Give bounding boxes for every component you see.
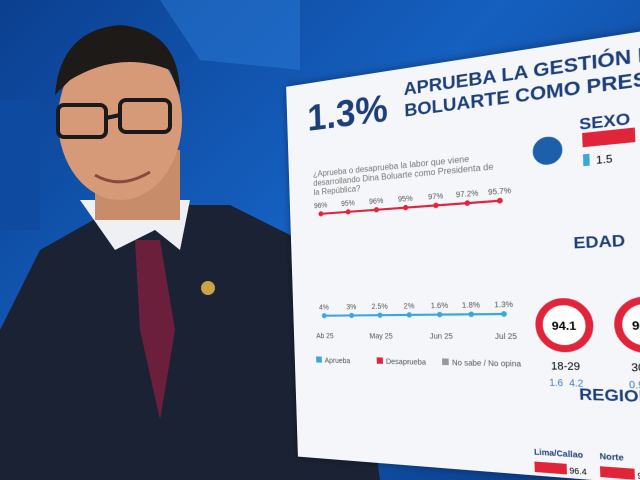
point-label: 97% xyxy=(428,193,444,202)
point xyxy=(377,312,383,318)
point xyxy=(321,313,327,319)
bar xyxy=(582,153,590,167)
bar xyxy=(599,466,635,480)
region-name: Lima/Callao xyxy=(534,449,583,461)
point xyxy=(464,200,471,207)
breakdown: 95.31.5194.118-291.64.296.930-590.92.294… xyxy=(519,127,640,480)
point xyxy=(345,209,351,215)
value: 1.5 xyxy=(596,152,613,166)
point-label: 1.8% xyxy=(462,302,480,310)
point xyxy=(468,311,475,318)
bar xyxy=(534,461,567,475)
point xyxy=(373,206,380,213)
point-label: 3% xyxy=(346,304,356,312)
sub-value: 4.2 xyxy=(569,378,584,389)
point-label: 97.2% xyxy=(456,190,479,200)
point xyxy=(406,312,413,318)
point xyxy=(436,311,443,318)
age-range: 18-29 xyxy=(551,360,581,373)
age-range: 30-59 xyxy=(631,361,640,374)
point-label: 4% xyxy=(319,304,329,312)
point-label: 96% xyxy=(314,202,328,210)
month-label: Jun 25 xyxy=(430,333,454,341)
legend-label: Aprueba xyxy=(325,357,351,365)
sub-value: 1.6 xyxy=(549,377,563,388)
donut-value: 96.9 xyxy=(632,320,640,334)
point xyxy=(349,312,355,319)
month-label: Ab 25 xyxy=(316,333,334,341)
point-label: 96% xyxy=(369,197,383,206)
point xyxy=(402,204,409,211)
headline-percent: 1.3% xyxy=(306,85,389,139)
legend-swatch xyxy=(441,358,449,366)
poll-graphic: 1.3% APRUEBA LA GESTIÓN DE DINA BOLUARTE… xyxy=(286,3,640,480)
bar xyxy=(582,127,636,148)
point-label: 95.7% xyxy=(488,187,512,197)
legend-label: No sabe / No opina xyxy=(452,359,522,368)
month-label: May 25 xyxy=(369,333,393,341)
value: 96.4 xyxy=(569,467,587,477)
point xyxy=(318,211,324,217)
trend-chart: 96% 95% 96% 95% 97% 97.2% 95.7% 4% 3% 2.5% 2% 1.6% 1… xyxy=(314,187,522,369)
point xyxy=(496,197,503,204)
point xyxy=(500,311,507,317)
point-label: 95% xyxy=(398,195,413,204)
legend-swatch xyxy=(316,356,322,363)
legend-swatch xyxy=(376,357,383,364)
legend-label: Desaprueba xyxy=(386,358,427,367)
month-label: Jul 25 xyxy=(495,333,518,341)
point-label: 95% xyxy=(341,200,355,209)
section-title: EDAD xyxy=(573,230,626,252)
region-name: Norte xyxy=(599,453,624,463)
point-label: 1.3% xyxy=(494,301,513,310)
point-label: 2.5% xyxy=(371,303,388,311)
point-label: 2% xyxy=(404,303,415,311)
point xyxy=(433,202,439,209)
sub-value: 0.9 xyxy=(629,379,640,391)
point-label: 1.6% xyxy=(431,302,449,310)
female-icon xyxy=(532,135,563,166)
value: 95.5 xyxy=(637,472,640,480)
donut-value: 94.1 xyxy=(552,320,578,334)
